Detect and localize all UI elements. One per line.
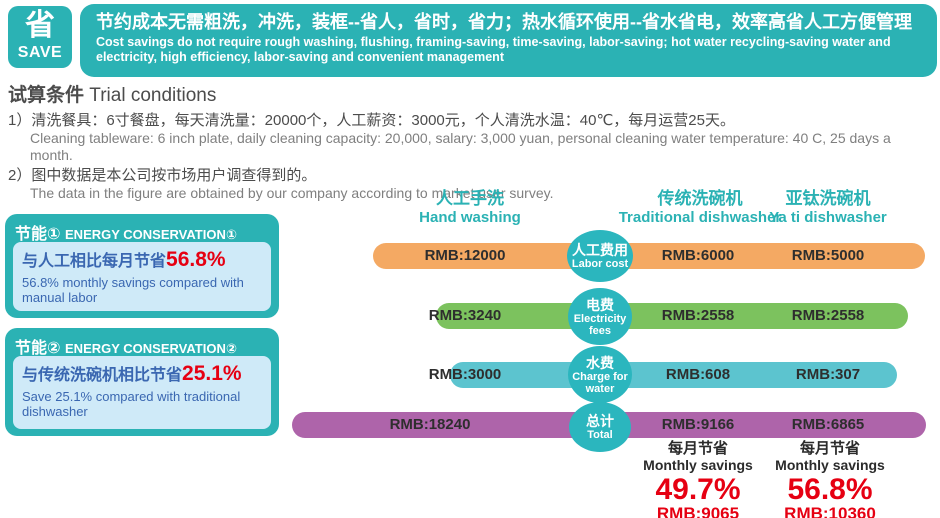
column-header-2-en: Traditional dishwasher — [618, 209, 782, 226]
value-total-hand: RMB:18240 — [389, 416, 471, 433]
bar-electricity-fees — [436, 303, 908, 329]
bar-labor-cost — [373, 243, 925, 269]
column-header-3-cn: 亚钛洗碗机 — [785, 189, 871, 208]
row-label-total: 总计 Total — [569, 402, 631, 452]
energy-box-2-tag-cn: 节能② — [15, 340, 61, 357]
trial-conditions-title: 试算条件 Trial conditions — [8, 84, 934, 108]
value-electricity-hand: RMB:3240 — [428, 307, 502, 324]
header-banner: 节约成本无需粗洗，冲洗，装框--省人，省时，省力；热水循环使用--省水省电，效率… — [80, 4, 937, 77]
column-header-3-en: Ya ti dishwasher — [769, 209, 887, 226]
value-total-yati: RMB:6865 — [791, 416, 865, 433]
energy-box-1-tag-cn: 节能① — [15, 226, 61, 243]
bar-water-charge — [450, 362, 897, 388]
energy-box-1-desc: 56.8% monthly savings compared with manu… — [22, 275, 244, 305]
energy-box-1-highlight: 与人工相比每月节省56.8% — [22, 247, 262, 272]
banner-title-en: Cost savings do not require rough washin… — [96, 35, 891, 64]
savings-1-amount: RMB:9065 — [656, 504, 740, 518]
row-label-3-cn: 水费 — [586, 354, 614, 371]
energy-box-2-highlight: 与传统洗碗机相比节省25.1% — [22, 361, 262, 386]
value-water-yati: RMB:307 — [795, 366, 861, 383]
energy-box-2-percent: 25.1% — [182, 362, 242, 385]
row-label-electricity-fees: 电费 Electricity fees — [568, 288, 632, 345]
row-label-water-charge: 水费 Charge for water — [568, 346, 632, 403]
savings-2-percent: 56.8% — [787, 473, 873, 506]
energy-conservation-box-2: 节能② ENERGY CONSERVATION② 与传统洗碗机相比节省25.1%… — [5, 328, 279, 436]
value-water-hand: RMB:3000 — [428, 366, 502, 383]
save-badge-cn: 省 — [25, 9, 55, 42]
row-label-1-en: Labor cost — [571, 258, 629, 270]
value-water-traditional: RMB:608 — [665, 366, 731, 383]
savings-1-label-en: Monthly savings — [643, 457, 753, 473]
savings-1-label-cn: 每月节省 — [667, 440, 728, 457]
row-label-2-cn: 电费 — [586, 296, 614, 313]
value-labor-yati: RMB:5000 — [791, 247, 865, 264]
savings-2-label-en: Monthly savings — [775, 457, 885, 473]
monthly-savings-yati: 每月节省 Monthly savings 56.8% RMB:10360 — [740, 441, 920, 518]
trial-item-2-en: The data in the figure are obtained by o… — [30, 185, 554, 201]
value-total-traditional: RMB:9166 — [661, 416, 735, 433]
row-label-labor-cost: 人工费用 Labor cost — [567, 230, 633, 282]
row-label-2-en: Electricity fees — [573, 312, 627, 337]
trial-title-en: Trial conditions — [89, 85, 217, 106]
value-labor-traditional: RMB:6000 — [661, 247, 735, 264]
energy-box-2-body: 与传统洗碗机相比节省25.1% Save 25.1% compared with… — [13, 356, 271, 429]
energy-box-1-header: 节能① ENERGY CONSERVATION① — [5, 214, 279, 247]
value-electricity-yati: RMB:2558 — [791, 307, 865, 324]
banner-title-cn: 节约成本无需粗洗，冲洗，装框--省人，省时，省力；热水循环使用--省水省电，效率… — [96, 12, 912, 32]
energy-conservation-box-1: 节能① ENERGY CONSERVATION① 与人工相比每月节省56.8% … — [5, 214, 279, 318]
energy-box-1-percent: 56.8% — [166, 248, 226, 271]
row-label-3-en: Charge for water — [572, 370, 628, 395]
savings-2-label-cn: 每月节省 — [799, 440, 860, 457]
energy-box-2-desc: Save 25.1% compared with traditional dis… — [22, 389, 241, 419]
trial-item-1-en: Cleaning tableware: 6 inch plate, daily … — [30, 130, 891, 163]
energy-box-2-header: 节能② ENERGY CONSERVATION② — [5, 328, 279, 361]
energy-box-1-tag-en: ENERGY CONSERVATION① — [65, 227, 237, 242]
energy-box-2-tag-en: ENERGY CONSERVATION② — [65, 341, 237, 356]
row-label-4-cn: 总计 — [586, 413, 614, 429]
monthly-savings-traditional: 每月节省 Monthly savings 49.7% RMB:9065 — [608, 441, 788, 518]
trial-item-1-cn: 1）清洗餐具：6寸餐盘，每天清洗量：20000个，人工薪资：3000元，个人清洗… — [8, 112, 735, 129]
energy-box-1-highlight-cn: 与人工相比每月节省 — [22, 253, 167, 270]
trial-title-cn: 试算条件 — [8, 85, 85, 106]
row-label-1-cn: 人工费用 — [572, 242, 628, 258]
column-header-hand-washing: 人工手洗 Hand washing — [385, 189, 555, 227]
energy-box-2-highlight-cn: 与传统洗碗机相比节省 — [22, 367, 183, 384]
save-badge-en: SAVE — [17, 44, 63, 61]
save-badge: 省 SAVE — [8, 6, 72, 68]
row-label-4-en: Total — [587, 429, 613, 441]
savings-2-amount: RMB:10360 — [784, 504, 876, 518]
column-header-traditional-dishwasher: 传统洗碗机 Traditional dishwasher — [605, 189, 795, 227]
trial-item-2-cn: 2）图中数据是本公司按市场用户调查得到的。 — [8, 167, 317, 184]
trial-conditions-section: 试算条件 Trial conditions 1）清洗餐具：6寸餐盘，每天清洗量：… — [8, 84, 934, 204]
column-header-yati-dishwasher: 亚钛洗碗机 Ya ti dishwasher — [738, 189, 918, 227]
savings-1-percent: 49.7% — [655, 473, 741, 506]
energy-box-1-body: 与人工相比每月节省56.8% 56.8% monthly savings com… — [13, 242, 271, 311]
column-header-1-cn: 人工手洗 — [436, 189, 504, 208]
value-labor-hand: RMB:12000 — [424, 247, 506, 264]
column-header-2-cn: 传统洗碗机 — [657, 189, 743, 208]
column-header-1-en: Hand washing — [419, 209, 521, 226]
value-electricity-traditional: RMB:2558 — [661, 307, 735, 324]
